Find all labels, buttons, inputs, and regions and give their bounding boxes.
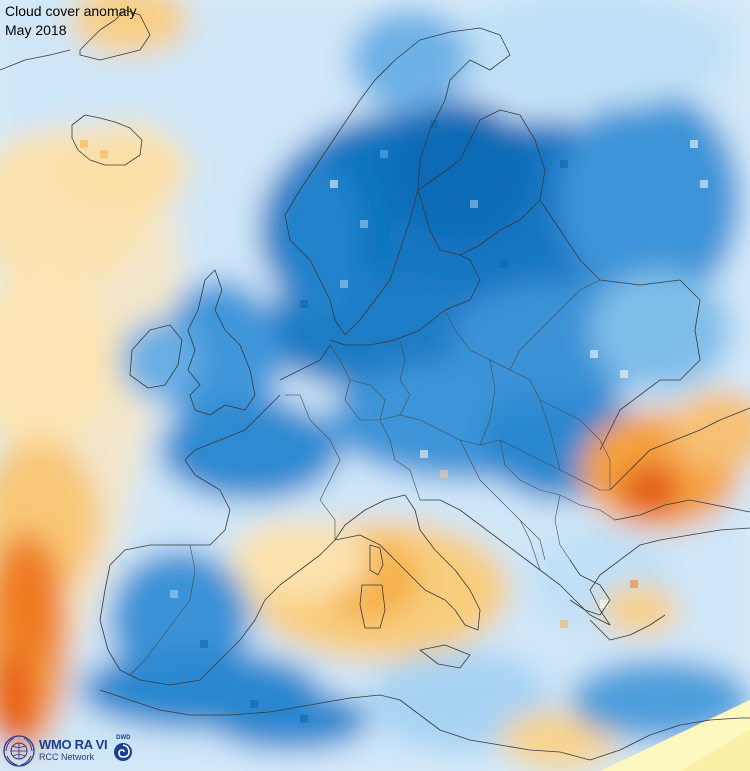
great-britain-coast bbox=[187, 269, 256, 416]
coastlines bbox=[0, 9, 750, 761]
dwd-logo: DWD bbox=[111, 734, 135, 768]
corsica-coast bbox=[369, 544, 384, 576]
un-laurel-globe-icon bbox=[3, 735, 35, 767]
logo-bar: WMO RA VI RCC Network DWD bbox=[2, 733, 135, 769]
sicily-coast bbox=[419, 644, 471, 669]
rcc-network-label: RCC Network bbox=[39, 752, 95, 762]
country-borders bbox=[129, 279, 616, 676]
north-africa-coast bbox=[99, 689, 750, 761]
ireland-coast bbox=[129, 324, 183, 389]
pixel-texture bbox=[80, 120, 708, 723]
greenland-coast bbox=[79, 9, 151, 61]
wmo-text-group: WMO RA VI RCC Network bbox=[39, 737, 108, 763]
scandinavia-coast bbox=[284, 27, 511, 336]
finland-border bbox=[417, 109, 546, 256]
italy-coast bbox=[334, 494, 481, 631]
iceland-coast bbox=[71, 114, 143, 166]
dwd-swirl-icon bbox=[114, 743, 133, 761]
wmo-ra-label: WMO RA VI bbox=[39, 737, 108, 752]
title-line-2: May 2018 bbox=[5, 22, 67, 38]
no-data-region-inner bbox=[680, 730, 750, 771]
map-title: Cloud cover anomaly May 2018 bbox=[5, 2, 137, 40]
title-line-1: Cloud cover anomaly bbox=[5, 3, 137, 19]
sardinia-coast bbox=[359, 584, 386, 629]
dwd-label: DWD bbox=[116, 735, 131, 741]
iberia-france-coast bbox=[99, 394, 336, 686]
